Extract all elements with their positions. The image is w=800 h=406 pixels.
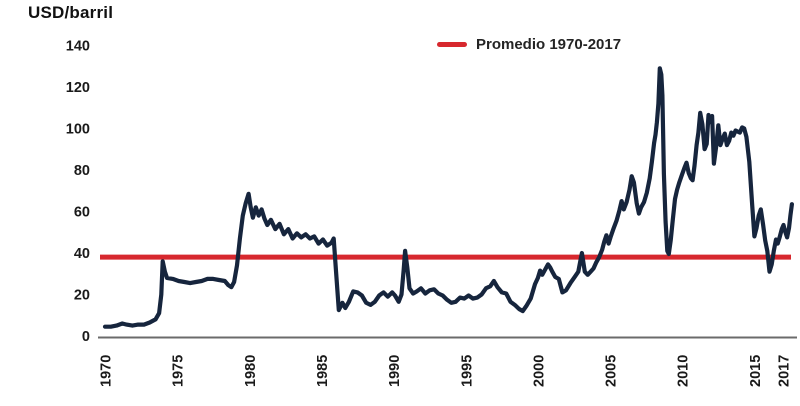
x-tick-label: 2010 bbox=[676, 355, 692, 387]
x-tick-label: 1970 bbox=[99, 355, 115, 387]
x-tick-label: 2017 bbox=[777, 355, 793, 387]
x-tick-label: 2000 bbox=[531, 355, 547, 387]
legend: Promedio 1970-2017 bbox=[437, 36, 621, 53]
x-tick-label: 1995 bbox=[459, 355, 475, 387]
legend-label: Promedio 1970-2017 bbox=[476, 36, 622, 53]
price-line bbox=[102, 66, 794, 329]
x-tick-label: 1975 bbox=[171, 355, 187, 387]
y-tick-label: 20 bbox=[74, 287, 90, 303]
x-tick-label: 2015 bbox=[748, 355, 764, 387]
y-tick-label: 100 bbox=[66, 121, 90, 137]
x-tick-label: 1980 bbox=[243, 355, 259, 387]
x-tick-label: 1985 bbox=[315, 355, 331, 387]
chart-title: USD/barril bbox=[28, 3, 114, 22]
y-tick-label: 80 bbox=[74, 163, 90, 179]
average-line-swatch bbox=[437, 42, 467, 47]
x-tick-label: 2005 bbox=[604, 355, 620, 387]
y-tick-label: 40 bbox=[74, 246, 90, 262]
y-tick-label: 0 bbox=[82, 329, 90, 345]
x-tick-label: 1990 bbox=[387, 355, 403, 387]
y-tick-label: 140 bbox=[66, 38, 90, 54]
y-tick-label: 60 bbox=[74, 204, 90, 220]
y-tick-label: 120 bbox=[66, 80, 90, 96]
